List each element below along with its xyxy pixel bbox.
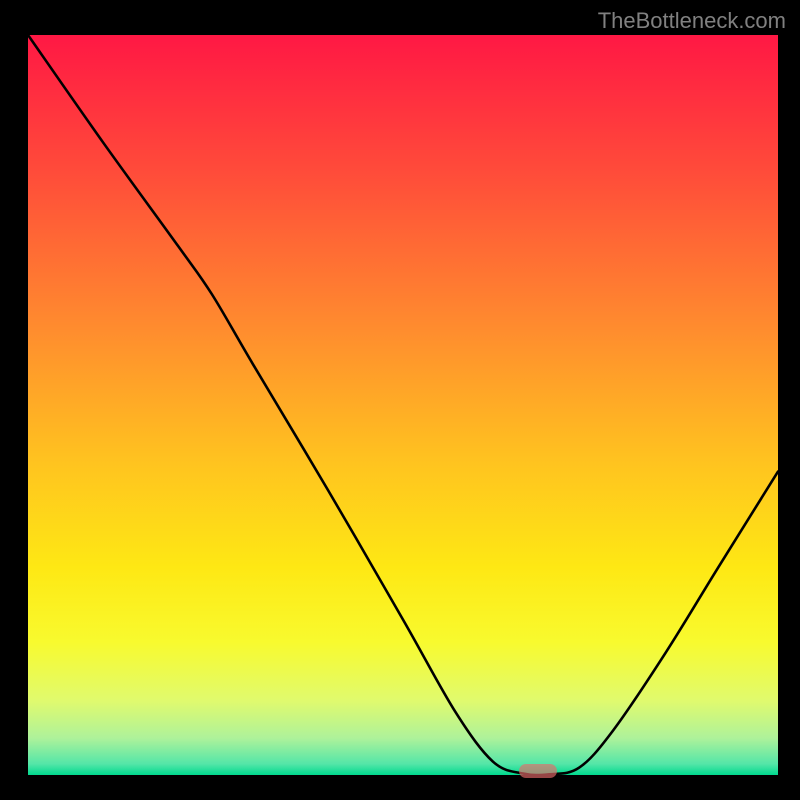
optimal-point-marker	[519, 764, 557, 778]
bottleneck-chart	[28, 35, 778, 775]
watermark-text: TheBottleneck.com	[598, 8, 786, 34]
chart-background-gradient	[28, 35, 778, 775]
